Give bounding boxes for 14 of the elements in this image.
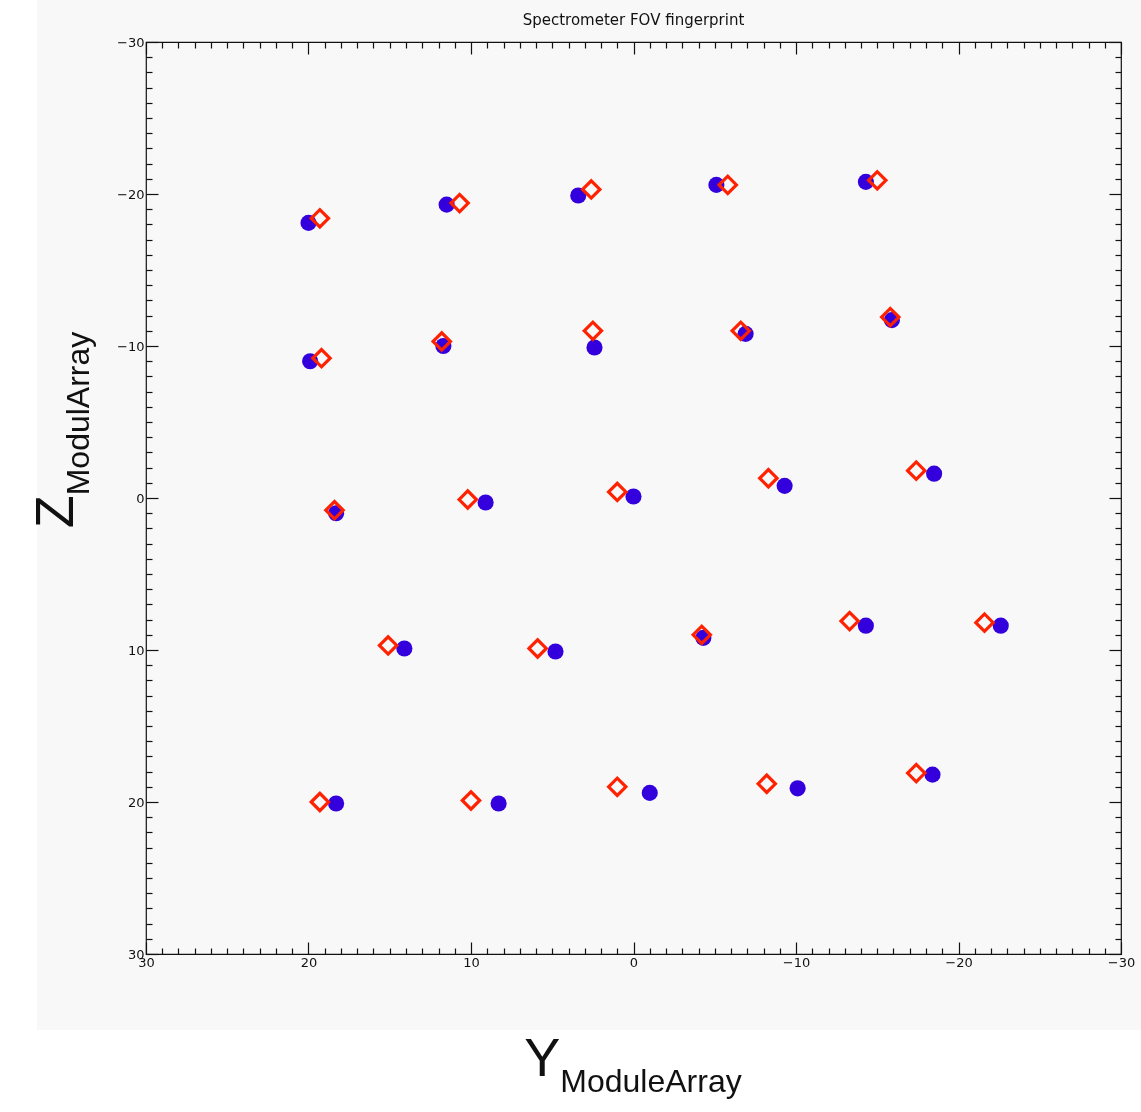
y-tick-label: −10 xyxy=(117,338,145,354)
y-tick-label: 20 xyxy=(127,794,145,810)
y-tick-label: 10 xyxy=(127,642,145,658)
y-tick-label: 0 xyxy=(136,490,145,506)
x-tick-label: 20 xyxy=(300,954,318,970)
chart-title: Spectrometer FOV fingerprint xyxy=(522,11,745,29)
x-tick-label: −20 xyxy=(945,954,973,970)
y-tick-label: −30 xyxy=(117,34,145,50)
x-tick-label: −30 xyxy=(1107,954,1136,970)
x-tick-label: 10 xyxy=(463,954,480,970)
y-tick-label: −20 xyxy=(117,186,145,202)
x-tick-label: −10 xyxy=(782,954,811,970)
x-axis-title: Y$_{ModuleArray}$ xyxy=(524,1027,742,1099)
x-tick-label: 0 xyxy=(629,954,639,970)
